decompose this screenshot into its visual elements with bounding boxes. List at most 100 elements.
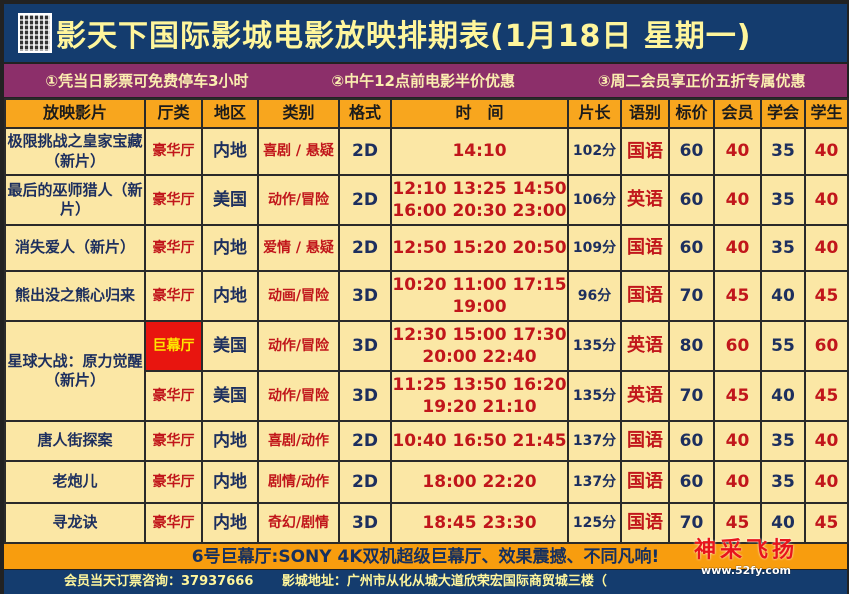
column-header: 放映影片 (4, 98, 146, 129)
column-header: 地区 (201, 98, 259, 129)
column-header: 会员 (713, 98, 762, 129)
hall-type: 豪华厅 (144, 370, 203, 422)
hall-type: 豪华厅 (144, 420, 203, 462)
format: 3D (338, 370, 392, 422)
association-price: 35 (760, 174, 806, 226)
student-price: 40 (804, 127, 849, 176)
showtimes: 10:40 16:50 21:45 (390, 420, 569, 462)
format: 2D (338, 174, 392, 226)
format: 2D (338, 224, 392, 272)
region: 内地 (201, 460, 259, 504)
film-title: 星球大战：原力觉醒（新片） (4, 320, 146, 422)
showtime-line: 18:00 22:20 (422, 471, 537, 492)
student-price: 45 (804, 502, 849, 544)
genre: 喜剧/动作 (257, 420, 340, 462)
language: 国语 (620, 420, 670, 462)
column-header: 时 间 (390, 98, 569, 129)
association-price: 35 (760, 127, 806, 176)
cinema-address: 影城地址：广州市从化从城大道欣荣宏国际商贸城三楼（ (281, 574, 607, 589)
list-price: 60 (668, 174, 715, 226)
film-title: 最后的巫师猎人（新片） (4, 174, 146, 226)
film-title: 消失爱人（新片） (4, 224, 146, 272)
language: 英语 (620, 370, 670, 422)
language: 国语 (620, 270, 670, 322)
hall-type: 豪华厅 (144, 224, 203, 272)
region: 美国 (201, 320, 259, 372)
student-price: 45 (804, 370, 849, 422)
language: 国语 (620, 224, 670, 272)
language: 英语 (620, 320, 670, 372)
language: 国语 (620, 127, 670, 176)
genre: 动作/冒险 (257, 370, 340, 422)
student-price: 45 (804, 270, 849, 322)
format: 2D (338, 127, 392, 176)
showtime-line: 19:20 21:10 (422, 397, 537, 417)
genre: 喜剧 / 悬疑 (257, 127, 340, 176)
showtime-line: 20:00 22:40 (422, 347, 537, 367)
column-header: 学生 (804, 98, 849, 129)
region: 内地 (201, 224, 259, 272)
showtime-line: 19:00 (452, 297, 507, 317)
member-price: 40 (713, 127, 762, 176)
duration: 106分 (567, 174, 622, 226)
genre: 剧情/动作 (257, 460, 340, 504)
showtimes: 14:10 (390, 127, 569, 176)
member-price: 45 (713, 270, 762, 322)
duration: 135分 (567, 320, 622, 372)
duration: 102分 (567, 127, 622, 176)
member-price: 45 (713, 502, 762, 544)
film-title: 极限挑战之皇家宝藏（新片） (4, 127, 146, 176)
showtime-line: 12:30 15:00 17:30 (392, 324, 567, 345)
film-title: 熊出没之熊心归来 (4, 270, 146, 322)
showtime-line: 11:25 13:50 16:20 (392, 374, 567, 395)
student-price: 60 (804, 320, 849, 372)
duration: 137分 (567, 460, 622, 504)
format: 3D (338, 502, 392, 544)
showtime-line: 10:20 11:00 17:15 (392, 274, 567, 295)
table-row: 星球大战：原力觉醒（新片） 巨幕厅 美国 动作/冒险 3D 12:30 15:00 17:… (4, 320, 849, 422)
language: 国语 (620, 502, 670, 544)
promo-bar: ①凭当日影票可免费停车3小时 ②中午12点前电影半价优惠 ③周二会员享正价五折专… (4, 64, 847, 97)
column-header: 片长 (567, 98, 622, 129)
hall-type: 豪华厅 (144, 174, 203, 226)
format: 2D (338, 420, 392, 462)
region: 美国 (201, 370, 259, 422)
showtime-line: 16:00 20:30 23:00 (392, 201, 567, 221)
showtime-line: 12:50 15:20 20:50 (392, 237, 567, 258)
region: 内地 (201, 270, 259, 322)
member-price: 40 (713, 174, 762, 226)
language: 英语 (620, 174, 670, 226)
genre: 动作/冒险 (257, 174, 340, 226)
qr-code-icon (18, 13, 52, 53)
list-price: 60 (668, 460, 715, 504)
column-header: 类别 (257, 98, 340, 129)
showtime-line: 10:40 16:50 21:45 (392, 430, 567, 451)
promo-item: ③周二会员享正价五折专属优惠 (597, 72, 806, 90)
table-row: 寻龙诀 豪华厅 内地 奇幻/剧情 3D 18:45 23:30 125分 国语 70 45 40 45 (4, 502, 849, 544)
header-row: 放映影片 厅类 地区 类别 格式时 间片长 语别 标价 会员 学会 学生 (4, 98, 849, 129)
hall-type: 豪华厅 (144, 502, 203, 544)
language: 国语 (620, 460, 670, 504)
table-row: 老炮儿 豪华厅 内地 剧情/动作 2D 18:00 22:20 137分 国语 60 40 35 40 (4, 460, 849, 504)
showtime-line: 12:10 13:25 14:50 (392, 178, 567, 199)
showtime-line: 18:45 23:30 (422, 512, 537, 533)
column-header: 学会 (760, 98, 806, 129)
region: 美国 (201, 174, 259, 226)
column-header: 标价 (668, 98, 715, 129)
format: 3D (338, 270, 392, 322)
duration: 96分 (567, 270, 622, 322)
hall-type: 豪华厅 (144, 127, 203, 176)
column-header: 厅类 (144, 98, 203, 129)
genre: 动作/冒险 (257, 320, 340, 372)
film-title: 老炮儿 (4, 460, 146, 504)
list-price: 70 (668, 502, 715, 544)
showtimes: 18:00 22:20 (390, 460, 569, 504)
giant-screen-banner: 6号巨幕厅:SONY 4K双机超级巨幕厅、效果震撼、不同凡响! (4, 542, 847, 569)
showtimes: 11:25 13:50 16:20 19:20 21:10 (390, 370, 569, 422)
region: 内地 (201, 127, 259, 176)
showtimes: 12:50 15:20 20:50 (390, 224, 569, 272)
genre: 动画/冒险 (257, 270, 340, 322)
promo-item: ②中午12点前电影半价优惠 (331, 72, 515, 90)
region: 内地 (201, 420, 259, 462)
